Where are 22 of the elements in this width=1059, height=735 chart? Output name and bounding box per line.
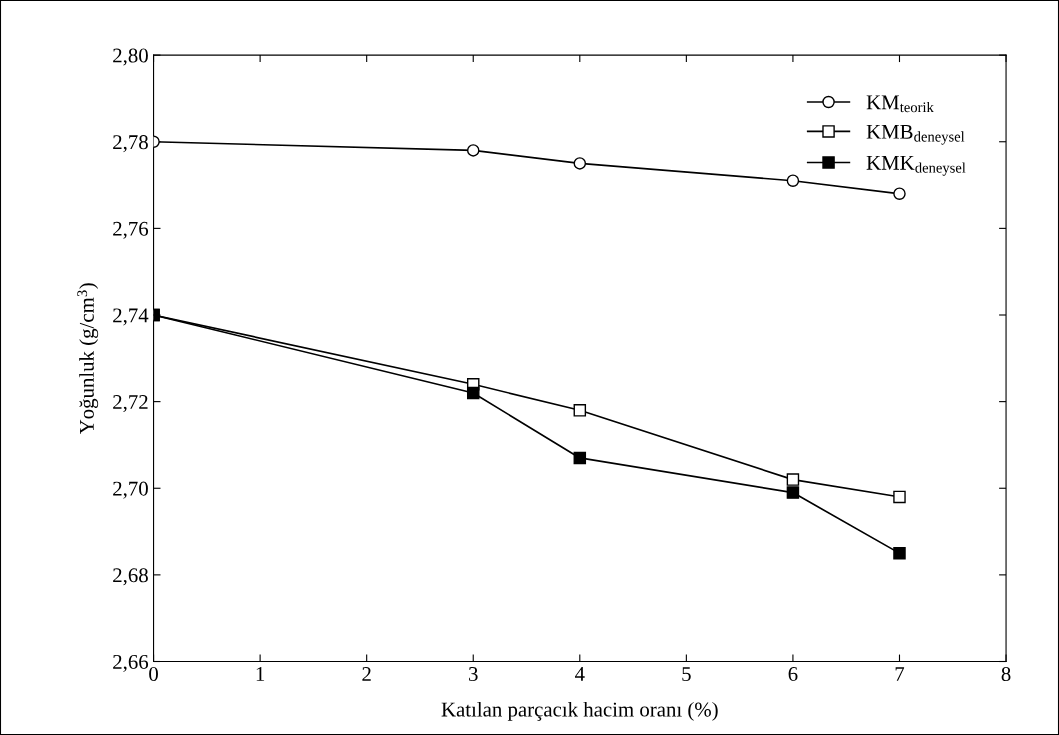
- y-tick-label: 2,66: [113, 654, 149, 672]
- legend-label: KMB$_{deneysel}$: [866, 124, 965, 145]
- y-tick-label: 2,78: [113, 135, 148, 153]
- x-axis-title: Katılan parçacık hacim oranı (%): [441, 701, 718, 721]
- x-tick-label: 6: [788, 667, 798, 682]
- x-tick-label: 3: [469, 667, 478, 682]
- x-tick-label: 2: [362, 667, 371, 681]
- y-tick-label: 2,80: [113, 48, 148, 66]
- y-tick-label: 2,72: [113, 395, 148, 413]
- x-tick-label: 8: [1001, 666, 1011, 682]
- x-tick-label: 4: [575, 667, 585, 681]
- y-tick-label: 2,74: [113, 308, 149, 326]
- legend-label: KMK$_{deneysel}$: [866, 156, 966, 176]
- x-tick-label: 0: [149, 666, 158, 682]
- y-tick-label: 2,70: [113, 481, 148, 499]
- y-axis-title: Yoğunluk (g/cm$^{3}$): [77, 283, 99, 435]
- x-tick-label: 1: [256, 667, 265, 681]
- x-tick-label: 5: [682, 667, 691, 682]
- legend-label: KM$_{teorik}$: [866, 95, 934, 113]
- y-tick-label: 2,76: [113, 221, 149, 239]
- y-tick-label: 2,68: [113, 568, 148, 586]
- x-tick-label: 7: [895, 667, 905, 681]
